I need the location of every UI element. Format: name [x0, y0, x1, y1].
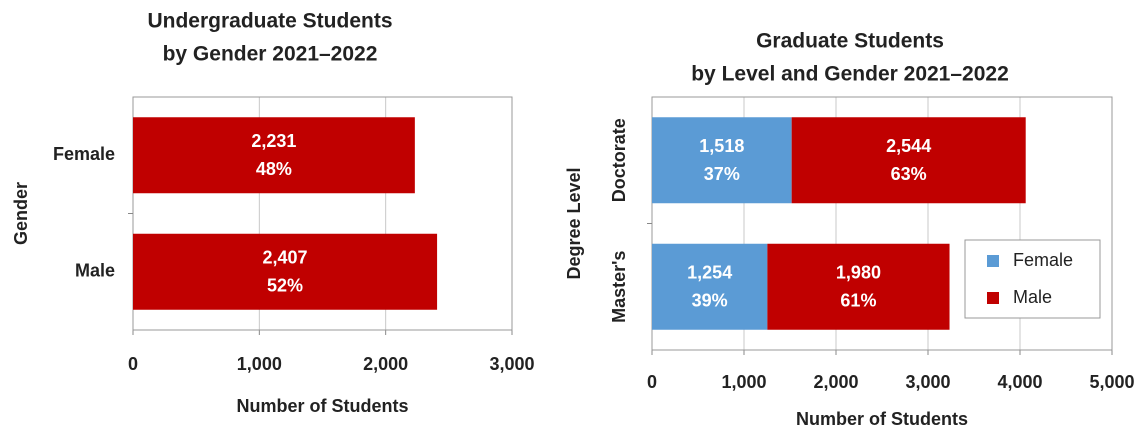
legend-label: Female: [1013, 250, 1073, 270]
x-axis-title: Number of Students: [796, 409, 968, 429]
bar: [652, 117, 792, 204]
chart-title: by Gender 2021–2022: [163, 43, 378, 66]
legend-label: Male: [1013, 287, 1052, 307]
y-axis-title: Degree Level: [564, 167, 584, 279]
percent-label: 37%: [704, 164, 740, 184]
legend-swatch: [987, 255, 999, 267]
data-label: 1,980: [836, 263, 881, 283]
x-tick-label: 3,000: [489, 354, 534, 374]
y-tick-label: Master's: [609, 251, 629, 323]
percent-label: 39%: [692, 291, 728, 311]
chart-title: Graduate Students: [756, 30, 944, 53]
x-tick-label: 5,000: [1089, 372, 1134, 392]
y-tick-label: Male: [75, 261, 115, 281]
x-tick-label: 2,000: [813, 372, 858, 392]
bar: [652, 243, 768, 330]
percent-label: 61%: [840, 291, 876, 311]
chart-title: Undergraduate Students: [147, 10, 392, 33]
percent-label: 52%: [267, 276, 303, 296]
chart-title: by Level and Gender 2021–2022: [691, 63, 1009, 86]
x-tick-label: 1,000: [721, 372, 766, 392]
y-axis-title: Gender: [11, 182, 31, 245]
legend-swatch: [987, 292, 999, 304]
percent-label: 63%: [891, 164, 927, 184]
x-tick-label: 0: [128, 354, 138, 374]
x-tick-label: 3,000: [905, 372, 950, 392]
data-label: 2,231: [251, 131, 296, 151]
x-tick-label: 0: [647, 372, 657, 392]
data-label: 2,544: [886, 136, 931, 156]
bar: [767, 243, 950, 330]
y-tick-label: Female: [53, 144, 115, 164]
y-tick-label: Doctorate: [609, 118, 629, 202]
data-label: 1,518: [699, 136, 744, 156]
x-axis-title: Number of Students: [236, 396, 408, 416]
legend-box: [964, 239, 1101, 319]
data-label: 2,407: [263, 248, 308, 268]
x-tick-label: 2,000: [363, 354, 408, 374]
bar: [133, 117, 415, 194]
bar: [791, 117, 1026, 204]
x-tick-label: 4,000: [997, 372, 1042, 392]
percent-label: 48%: [256, 159, 292, 179]
bar: [133, 233, 438, 310]
x-tick-label: 1,000: [237, 354, 282, 374]
data-label: 1,254: [687, 263, 732, 283]
